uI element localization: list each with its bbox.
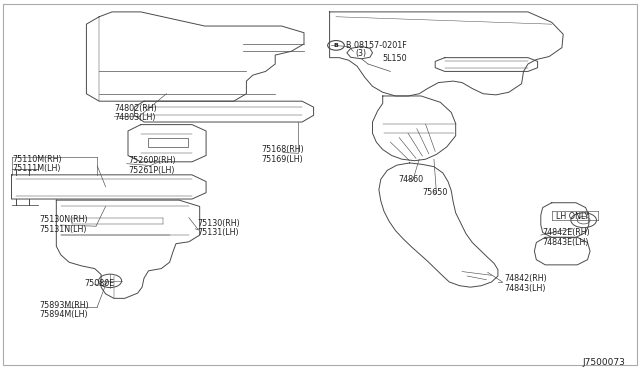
Text: 75650: 75650 (422, 188, 448, 197)
Text: 75130(RH): 75130(RH) (197, 219, 240, 228)
Text: 75080E: 75080E (84, 279, 115, 288)
Text: 74803(LH): 74803(LH) (114, 113, 156, 122)
Text: 74843E(LH): 74843E(LH) (543, 238, 589, 247)
Text: 75130N(RH): 75130N(RH) (40, 215, 88, 224)
Bar (148, 138, 188, 147)
Text: LH ONLY: LH ONLY (556, 212, 589, 221)
Text: 74842E(RH): 74842E(RH) (543, 228, 591, 237)
Text: 75261P(LH): 75261P(LH) (128, 166, 175, 175)
Text: 75168(RH): 75168(RH) (261, 145, 304, 154)
Text: (3): (3) (355, 49, 366, 58)
Text: 74843(LH): 74843(LH) (504, 284, 546, 293)
Text: J7500073: J7500073 (582, 358, 625, 367)
Text: 75260P(RH): 75260P(RH) (128, 156, 175, 165)
Text: 75893M(RH): 75893M(RH) (40, 301, 90, 310)
Text: 75131N(LH): 75131N(LH) (40, 225, 87, 234)
Text: 74842(RH): 74842(RH) (504, 275, 547, 283)
Text: 75111M(LH): 75111M(LH) (13, 164, 61, 173)
Text: 75110M(RH): 75110M(RH) (13, 155, 63, 164)
Text: 5L150: 5L150 (383, 54, 407, 63)
Text: 75131(LH): 75131(LH) (197, 228, 239, 237)
Text: B 08157-0201F: B 08157-0201F (346, 41, 406, 50)
Text: 74860: 74860 (398, 175, 423, 184)
Text: B: B (333, 43, 339, 48)
Text: 74802(RH): 74802(RH) (114, 104, 157, 113)
Text: 75169(LH): 75169(LH) (261, 155, 303, 164)
Text: 75894M(LH): 75894M(LH) (40, 310, 88, 319)
